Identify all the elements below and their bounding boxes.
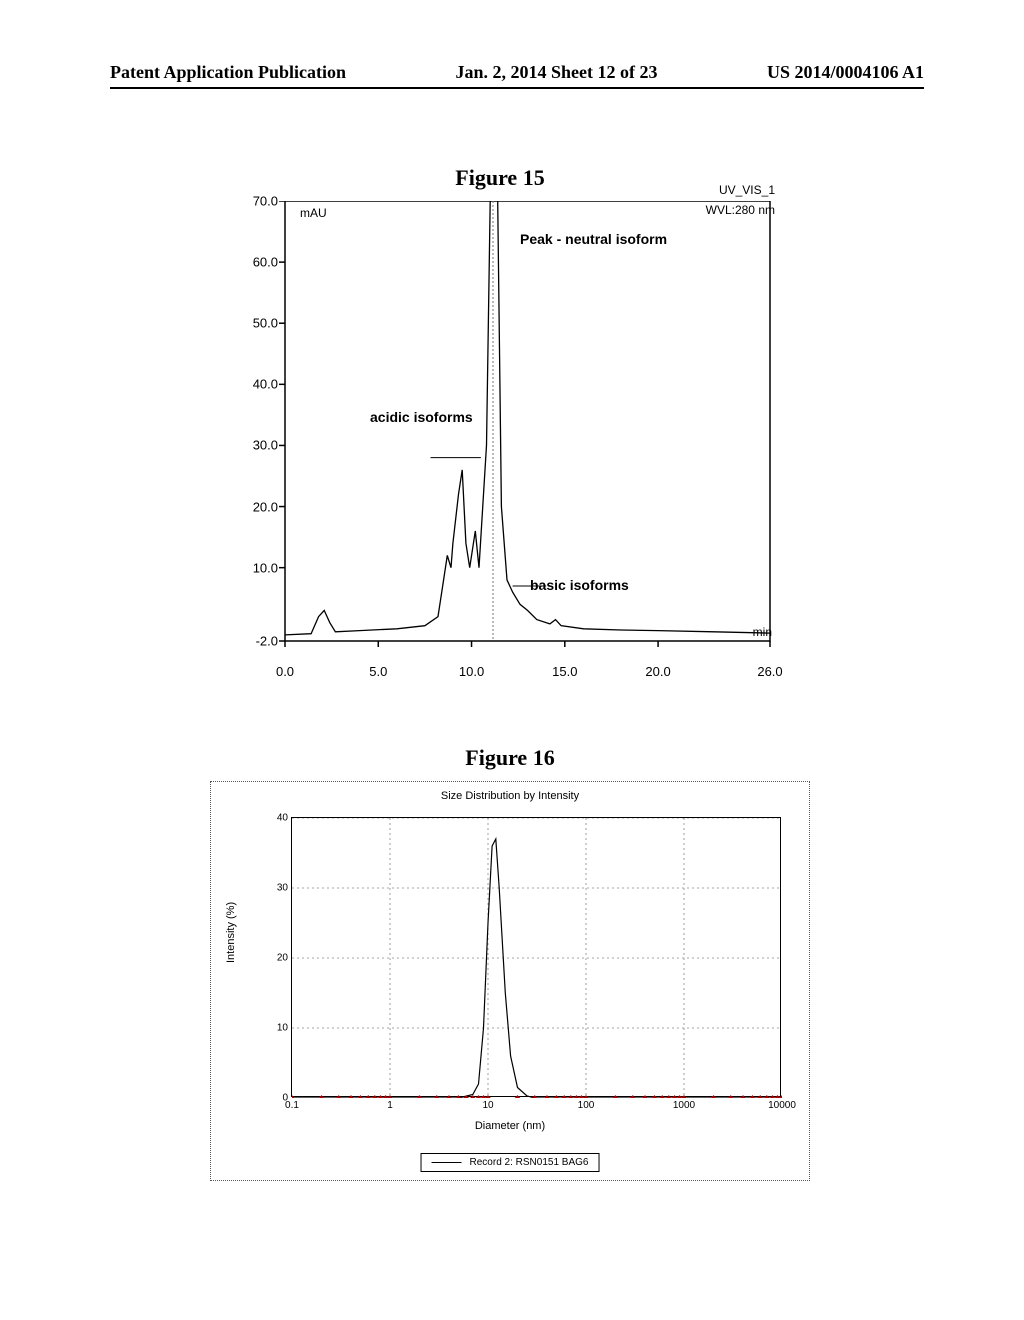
chromatogram-chart: 70.060.050.040.030.020.010.0-2.0 0.05.01… [220,201,780,661]
figure-16: Figure 16 Size Distribution by Intensity… [210,745,810,1181]
chart16-svg [292,818,782,1098]
y-tick-label: 60.0 [253,255,278,270]
figure-16-title: Figure 16 [210,745,810,771]
header-center: Jan. 2, 2014 Sheet 12 of 23 [456,62,658,83]
x-tick-label: 10.0 [459,664,484,679]
y-tick-label: 50.0 [253,316,278,331]
y-tick-label: 70.0 [253,194,278,209]
header-right: US 2014/0004106 A1 [767,62,924,83]
y-tick-label: 40.0 [253,377,278,392]
figure-15-title: Figure 15 [220,165,780,191]
plot-area: 010203040 0.1110100100010000 [291,817,781,1097]
y-tick-label: -2.0 [256,634,278,649]
x-tick-label: 100 [578,1100,595,1111]
x-tick-label: 1 [387,1100,393,1111]
x-tick-label: 10000 [768,1100,796,1111]
x-tick-label: 15.0 [552,664,577,679]
annotation-basic: basic isoforms [530,577,629,593]
y-unit-label: mAU [300,206,327,220]
y-tick-label: 10 [277,1023,288,1034]
y-tick-label: 20.0 [253,499,278,514]
y-tick-label: 20 [277,953,288,964]
annotation-peak: Peak - neutral isoform [520,231,667,247]
detector-label: UV_VIS_1 [719,183,775,197]
chart16-title: Size Distribution by Intensity [211,782,809,802]
legend-line-icon [432,1162,462,1163]
legend: Record 2: RSN0151 BAG6 [421,1153,600,1172]
y-tick-label: 10.0 [253,560,278,575]
y-tick-label: 30 [277,883,288,894]
y-tick-label: 30.0 [253,438,278,453]
x-unit-label: min [753,625,772,639]
dls-chart: Size Distribution by Intensity 010203040… [210,781,810,1181]
legend-text: Record 2: RSN0151 BAG6 [470,1157,589,1168]
annotation-acidic: acidic isoforms [370,409,473,425]
x-tick-label: 0.0 [276,664,294,679]
x-tick-label: 0.1 [285,1100,299,1111]
y-axis-label: Intensity (%) [225,902,237,963]
chart-svg [220,201,780,661]
figure-15: Figure 15 70.0 60.0 50.0 40.0 30.0 20.0 10.0 -2… [220,165,780,661]
header-left: Patent Application Publication [110,62,346,83]
x-tick-label: 20.0 [645,664,670,679]
x-tick-label: 10 [482,1100,493,1111]
x-tick-label: 5.0 [369,664,387,679]
page-header: Patent Application Publication Jan. 2, 2… [110,62,924,89]
y-tick-label: 40 [277,813,288,824]
x-axis-label: Diameter (nm) [475,1120,545,1132]
x-tick-label: 1000 [673,1100,695,1111]
wavelength-label: WVL:280 nm [706,203,775,217]
x-tick-label: 26.0 [757,664,782,679]
